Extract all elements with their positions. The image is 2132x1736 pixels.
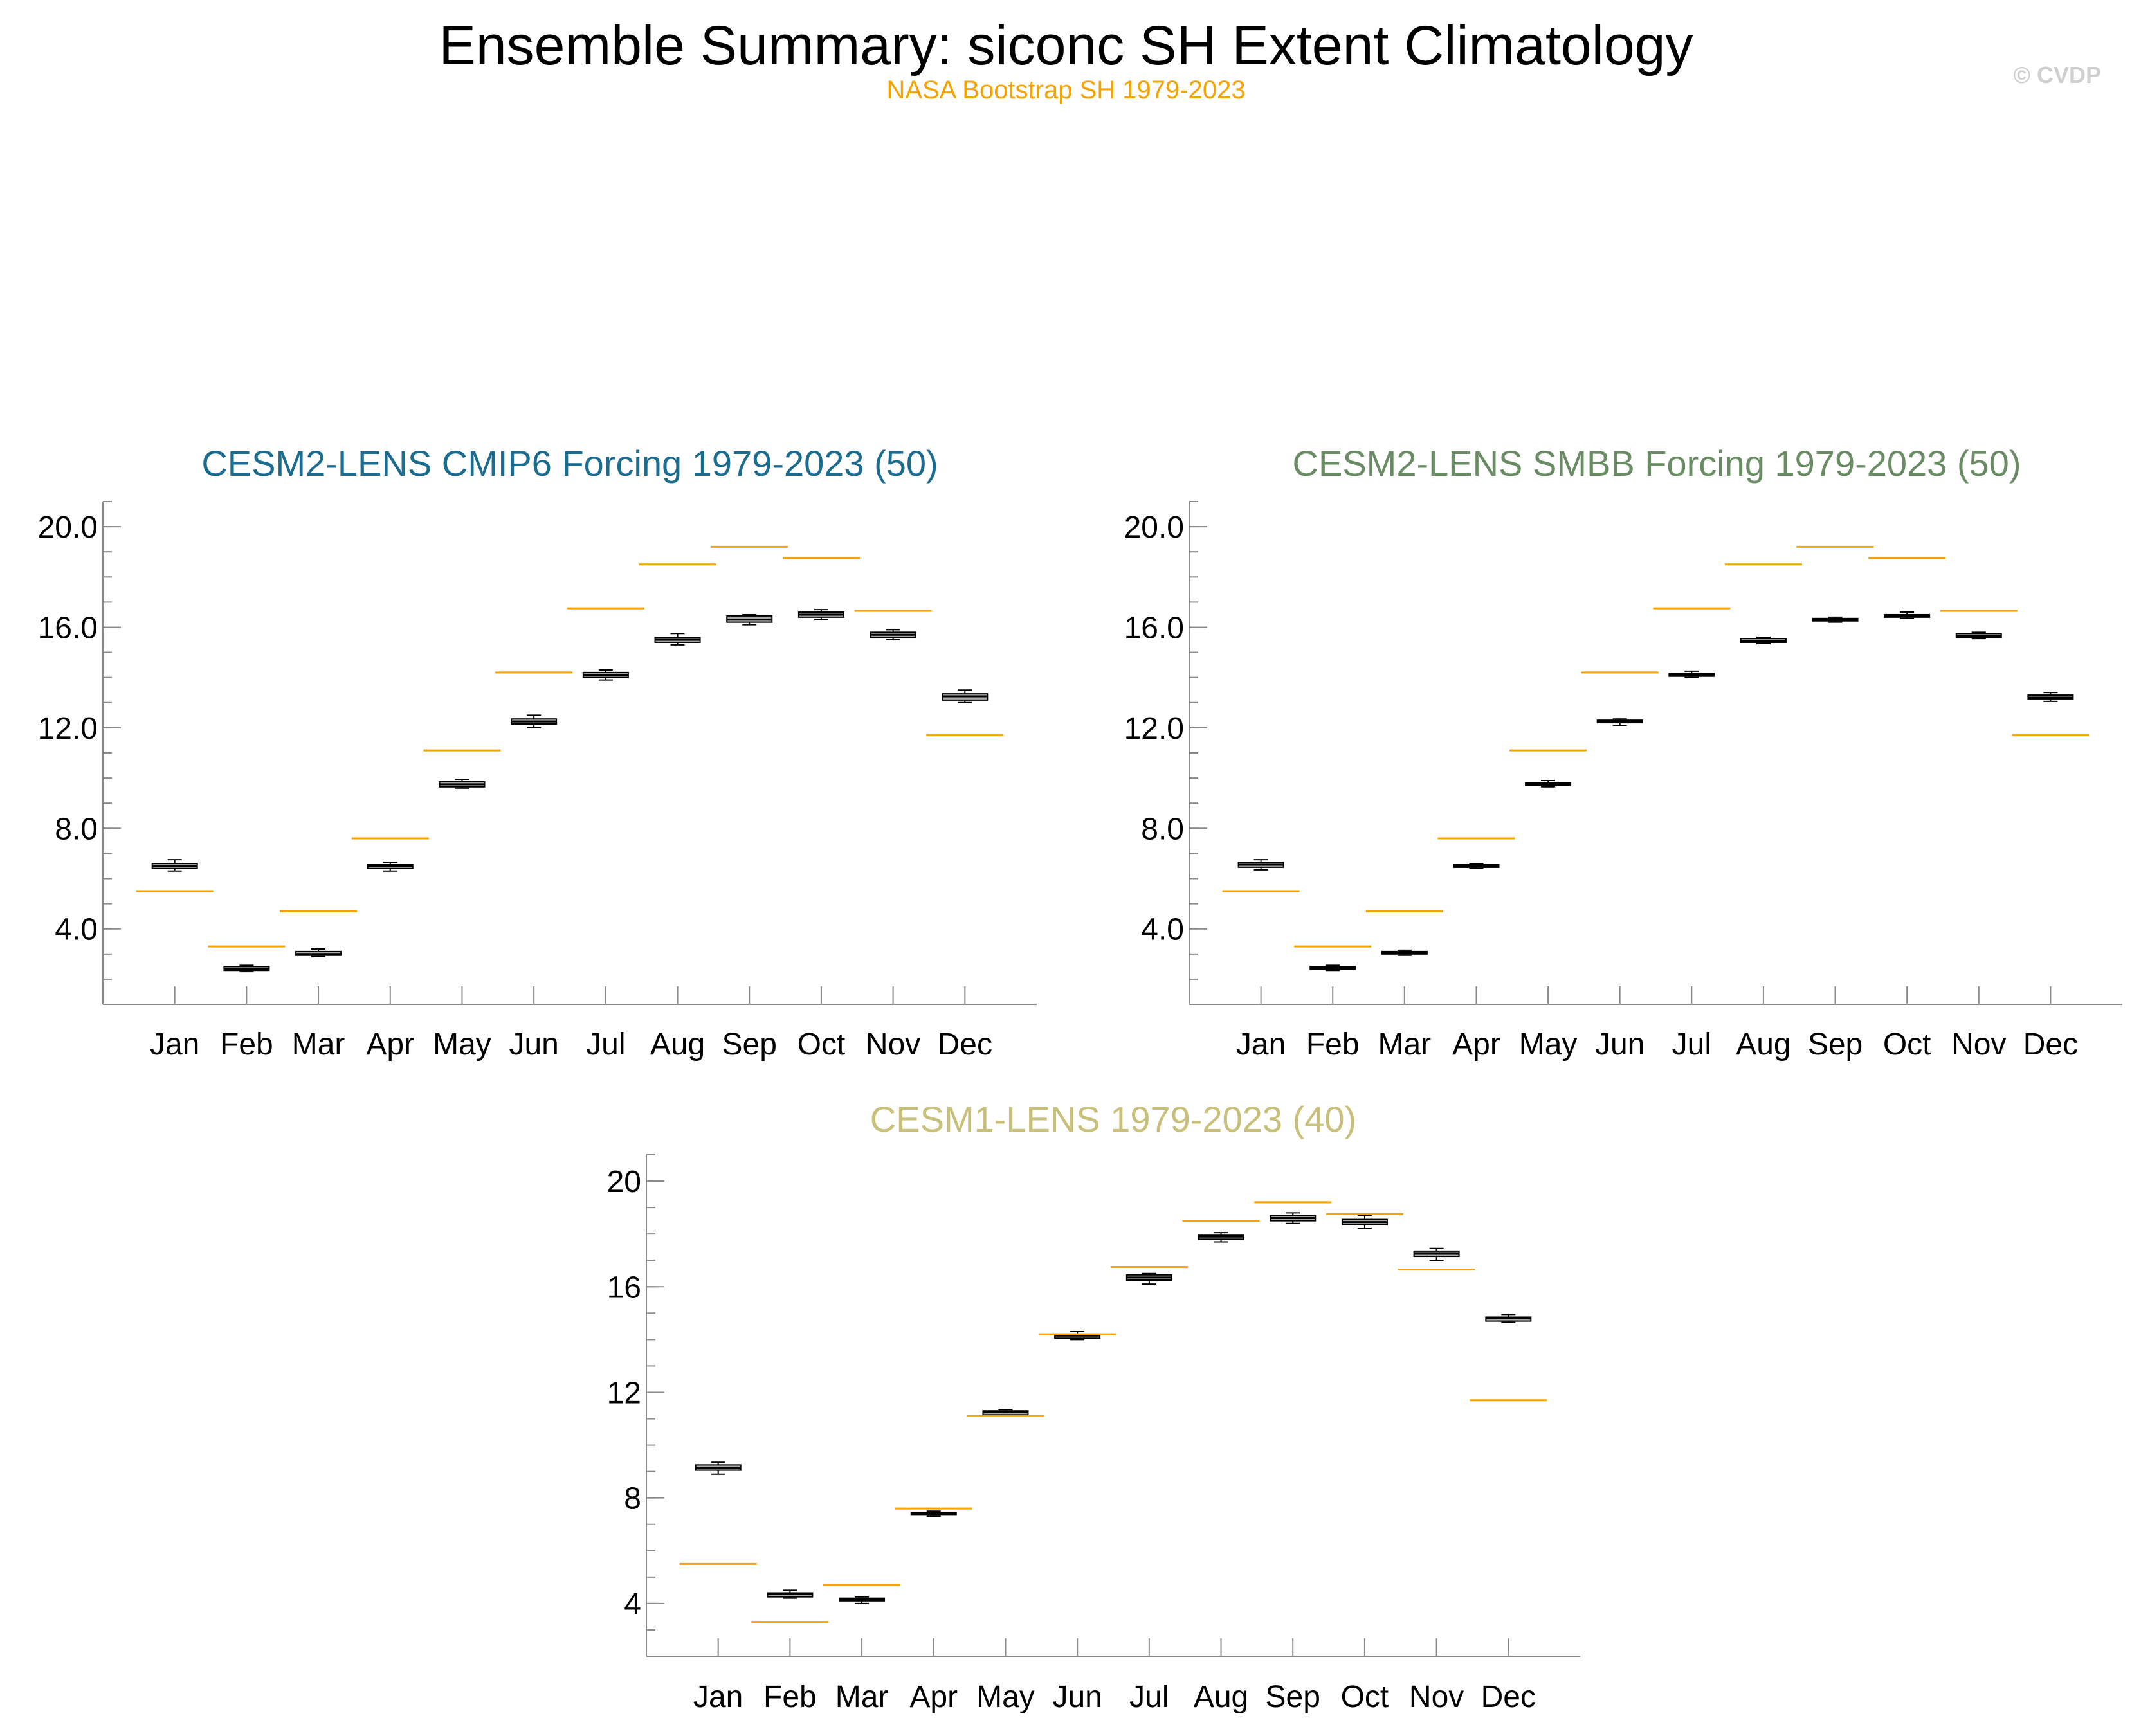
panel2-y-tick-label: 12.0 — [1124, 712, 1184, 746]
panel2-y-tick-label: 16.0 — [1124, 611, 1184, 646]
panel2-title: CESM2-LENS SMBB Forcing 1979-2023 (50) — [1293, 443, 2021, 484]
panel3-x-tick-label: Feb — [763, 1680, 817, 1714]
panel3-x-tick-label: Jun — [1052, 1680, 1102, 1714]
panel3-y-tick-label: 4 — [624, 1587, 641, 1622]
panel2-x-tick-label: Apr — [1452, 1027, 1500, 1062]
panel1-x-tick-label: Apr — [366, 1027, 414, 1062]
figure-subtitle: NASA Bootstrap SH 1979-2023 — [886, 76, 1246, 104]
panel1-x-tick-label: Sep — [722, 1027, 777, 1062]
panel2-x-tick-label: Sep — [1808, 1027, 1863, 1062]
panel1-x-tick-label: Jul — [586, 1027, 625, 1062]
panel1-title: CESM2-LENS CMIP6 Forcing 1979-2023 (50) — [201, 443, 938, 484]
panel1-x-tick-label: Dec — [938, 1027, 992, 1062]
panel1-x-tick-label: Aug — [650, 1027, 705, 1062]
panel1-y-tick-label: 8.0 — [55, 812, 98, 846]
panel1-x-tick-label: Nov — [866, 1027, 920, 1062]
panel1-x-tick-label: Jan — [150, 1027, 199, 1062]
panel3-y-tick-label: 20 — [607, 1165, 641, 1199]
panel2-x-tick-label: Feb — [1306, 1027, 1360, 1062]
panel2-x-tick-label: Jan — [1236, 1027, 1286, 1062]
panel3-x-tick-label: Sep — [1266, 1680, 1320, 1714]
panel2-x-tick-label: Mar — [1378, 1027, 1432, 1062]
panel1-y-tick-label: 12.0 — [38, 712, 98, 746]
panel2-x-tick-label: Jul — [1672, 1027, 1711, 1062]
panel3-title: CESM1-LENS 1979-2023 (40) — [870, 1099, 1356, 1139]
panel1-x-tick-label: Jun — [509, 1027, 558, 1062]
panel2-x-tick-label: Jun — [1595, 1027, 1645, 1062]
panel1-x-tick-label: Feb — [220, 1027, 273, 1062]
panel2-x-tick-label: Nov — [1951, 1027, 2006, 1062]
panel3-x-tick-label: May — [976, 1680, 1035, 1714]
panel1-y-tick-label: 4.0 — [55, 913, 98, 947]
panel3-x-tick-label: Dec — [1481, 1680, 1536, 1714]
panel3-x-tick-label: Jul — [1129, 1680, 1169, 1714]
panel3-y-tick-label: 8 — [624, 1482, 641, 1516]
panel2-x-tick-label: Aug — [1736, 1027, 1790, 1062]
panel2-x-tick-label: May — [1519, 1027, 1578, 1062]
panel3-x-tick-label: Mar — [835, 1680, 889, 1714]
panel3-x-tick-label: Oct — [1341, 1680, 1389, 1714]
panel1-x-tick-label: Mar — [292, 1027, 345, 1062]
panel1-y-tick-label: 20.0 — [38, 511, 98, 545]
panel3-x-tick-label: Nov — [1409, 1680, 1464, 1714]
panel2-y-tick-label: 8.0 — [1141, 812, 1184, 846]
panel1-x-tick-label: May — [433, 1027, 491, 1062]
panel2-y-tick-label: 4.0 — [1141, 913, 1184, 947]
watermark: © CVDP — [2013, 62, 2101, 88]
panel3-x-tick-label: Aug — [1194, 1680, 1248, 1714]
panel3-x-tick-label: Jan — [693, 1680, 743, 1714]
panel3-y-tick-label: 16 — [607, 1270, 641, 1305]
figure-title: Ensemble Summary: siconc SH Extent Clima… — [439, 15, 1693, 77]
panel2-x-tick-label: Oct — [1883, 1027, 1931, 1062]
panel1-x-tick-label: Oct — [797, 1027, 846, 1062]
panel3-x-tick-label: Apr — [909, 1680, 958, 1714]
panel2-y-tick-label: 20.0 — [1124, 511, 1184, 545]
panel3-y-tick-label: 12 — [607, 1376, 641, 1410]
panel1-y-tick-label: 16.0 — [38, 611, 98, 646]
panel2-x-tick-label: Dec — [2023, 1027, 2078, 1062]
